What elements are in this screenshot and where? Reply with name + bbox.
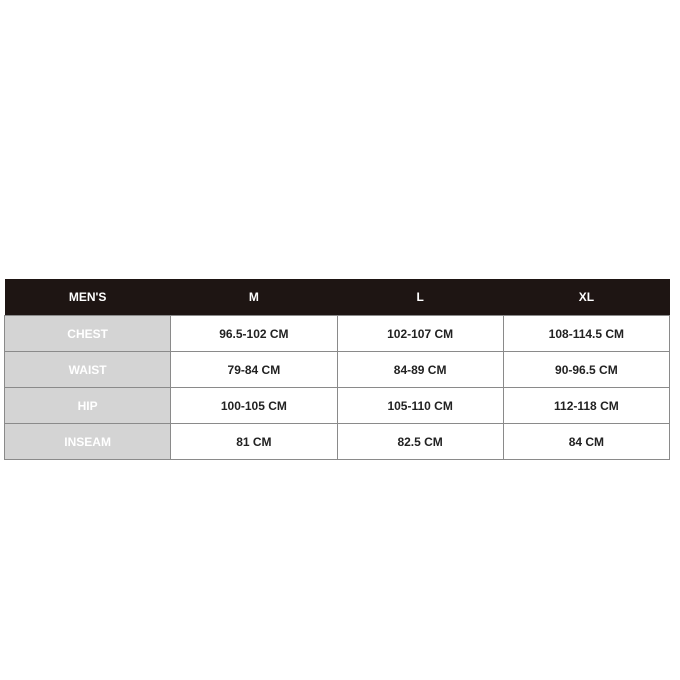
table-cell: 102-107 CM <box>336 315 504 352</box>
table-cell: 90-96.5 CM <box>502 351 671 388</box>
table-cell: 108-114.5 CM <box>502 315 671 352</box>
table-cell: 112-118 CM <box>502 387 671 424</box>
table-cell: 96.5-102 CM <box>170 315 338 352</box>
row-label: WAIST <box>3 351 172 388</box>
table-cell: 82.5 CM <box>336 423 504 460</box>
row-label: CHEST <box>3 315 172 352</box>
table-row: CHEST 96.5-102 CM 102-107 CM 108-114.5 C… <box>3 315 671 352</box>
table-cell: 79-84 CM <box>170 351 338 388</box>
header-cell: M <box>170 279 337 316</box>
table-cell: 84 CM <box>502 423 671 460</box>
header-row: MEN'S M L XL <box>4 279 670 316</box>
table-cell: 105-110 CM <box>336 387 504 424</box>
table-row: WAIST 79-84 CM 84-89 CM 90-96.5 CM <box>3 351 671 388</box>
size-chart-table: MEN'S M L XL CHEST 96.5-102 CM 102-107 C… <box>3 279 671 460</box>
header-cell: MEN'S <box>4 279 171 316</box>
row-label: INSEAM <box>3 423 172 460</box>
table-cell: 100-105 CM <box>170 387 338 424</box>
header-cell: L <box>337 279 504 316</box>
table-row: INSEAM 81 CM 82.5 CM 84 CM <box>3 423 671 460</box>
table-row: HIP 100-105 CM 105-110 CM 112-118 CM <box>3 387 671 424</box>
table-cell: 81 CM <box>170 423 338 460</box>
header-cell: XL <box>503 279 670 316</box>
table-cell: 84-89 CM <box>336 351 504 388</box>
row-label: HIP <box>3 387 172 424</box>
